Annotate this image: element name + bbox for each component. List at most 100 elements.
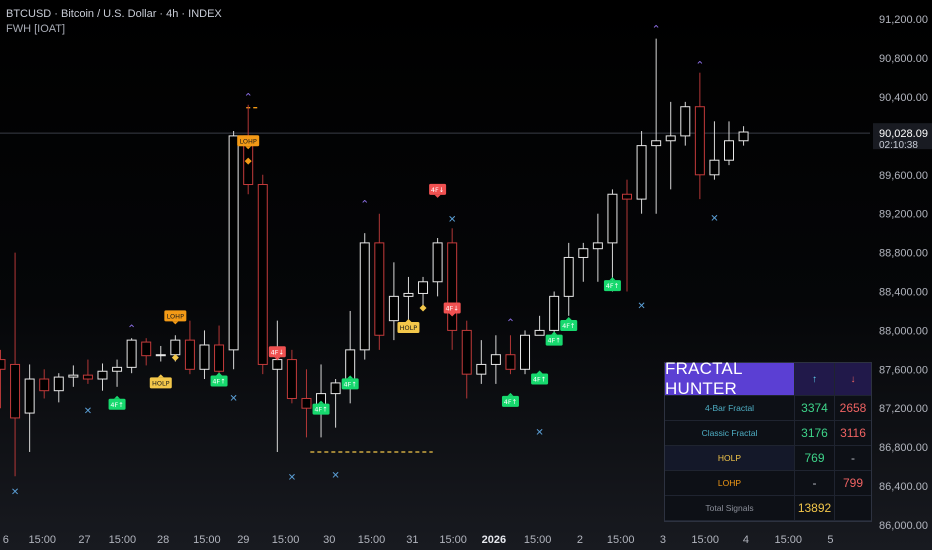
up-arrow-icon: ↑ [795,363,835,396]
signal-badge [312,403,330,415]
signal-badge-pointer [507,392,514,396]
y-axis-label: 87,200.00 [879,403,928,415]
candle[interactable] [155,354,166,357]
y-axis-label: 86,000.00 [879,520,928,532]
panel-row-down-count: - [835,446,871,471]
level-diamond-icon [171,354,179,362]
signal-badge-pointer [551,331,558,335]
candle[interactable] [592,242,603,250]
signal-badge [501,395,519,407]
panel-header-row: FRACTAL HUNTER ↑ ↓ [665,359,871,398]
signal-badge-pointer [172,321,179,325]
panel-row-up-count: - [795,471,835,496]
candle[interactable] [403,292,414,297]
signal-badge-pointer [449,313,456,317]
signal-badge [429,183,447,195]
candle[interactable] [520,334,531,370]
candle[interactable] [286,359,297,399]
candle[interactable] [563,256,574,297]
candle[interactable] [447,242,458,331]
y-axis-label: 87,600.00 [879,364,928,376]
signal-badge [443,302,461,314]
candle[interactable] [199,344,210,370]
signal-badge-label: LOHP [167,312,184,320]
candle[interactable] [359,242,370,351]
candle[interactable] [418,281,429,294]
candle[interactable] [578,248,589,258]
signal-badge-pointer [536,370,543,374]
candle[interactable] [68,374,79,378]
candle[interactable] [97,370,108,380]
top-fractal-icon: ⌃ [127,322,136,335]
signal-badge [164,310,187,322]
panel-row-down-count: 2658 [835,396,871,421]
signal-badge-label: 4F↑ [314,406,327,414]
candle[interactable] [622,193,633,200]
candle[interactable] [330,382,341,395]
level-diamond-icon [244,157,252,165]
candle[interactable] [374,242,385,336]
candle[interactable] [82,374,93,380]
candle[interactable] [388,295,399,322]
candle[interactable] [432,242,443,283]
candle[interactable] [549,295,560,331]
signal-badge-label: 4F↑ [110,401,123,409]
candle[interactable] [228,135,239,351]
candle[interactable] [476,363,487,375]
level-diamond-icon [419,304,427,312]
candle[interactable] [665,135,676,142]
candle[interactable] [694,106,705,176]
panel-row: 4-Bar Fractal 3374 2658 [665,396,871,421]
signal-badge [560,320,578,332]
x-axis-label: 15:00 [358,534,386,546]
x-axis-label: 28 [157,534,169,546]
candle[interactable] [709,159,720,176]
signal-badge-pointer [565,317,572,321]
indicator-title[interactable]: FWH [IOAT] [6,23,66,35]
x-axis-label: 15:00 [28,534,56,546]
candle[interactable] [126,339,137,368]
y-axis-label: 88,800.00 [879,248,928,260]
top-fractal-icon: ⌃ [360,198,369,211]
y-axis-label: 90,800.00 [879,53,928,65]
bottom-fractal-icon: ✕ [84,406,92,417]
bottom-fractal-icon: ✕ [229,394,237,405]
candle[interactable] [53,376,64,392]
bottom-fractal-icon: ✕ [288,472,296,483]
candle[interactable] [257,184,268,365]
candle[interactable] [724,140,734,161]
candle[interactable] [170,339,181,356]
candle[interactable] [272,359,283,370]
fractal-hunter-panel: FRACTAL HUNTER ↑ ↓ 4-Bar Fractal 3374 2658… [664,359,872,522]
x-axis-label: 5 [827,534,833,546]
signal-badge [237,135,260,147]
candle[interactable] [39,378,50,392]
panel-row-label: Total Signals [665,496,795,521]
candle[interactable] [461,329,472,375]
candle[interactable] [141,341,152,357]
candle[interactable] [534,329,545,336]
signal-badge-pointer [274,357,281,361]
candle[interactable] [301,397,312,409]
candle[interactable] [505,354,516,370]
candle[interactable] [0,359,6,370]
candle[interactable] [490,354,501,365]
signal-badge-pointer [157,374,164,378]
candle[interactable] [112,366,123,372]
signal-badge-label: 4F↓ [431,186,444,194]
panel-row-up-count: 13892 [795,496,835,521]
candle[interactable] [636,145,647,200]
candle[interactable] [651,140,662,147]
candle[interactable] [738,131,749,142]
y-axis-label: 89,600.00 [879,170,928,182]
candle[interactable] [10,363,21,419]
candle[interactable] [24,378,35,414]
candle[interactable] [607,193,618,244]
candle[interactable] [680,106,691,137]
bar-countdown: 02:10:38 [879,140,918,151]
signal-badge [268,346,286,358]
candle[interactable] [184,339,195,370]
down-arrow-icon: ↓ [835,363,871,396]
candle[interactable] [214,344,225,372]
